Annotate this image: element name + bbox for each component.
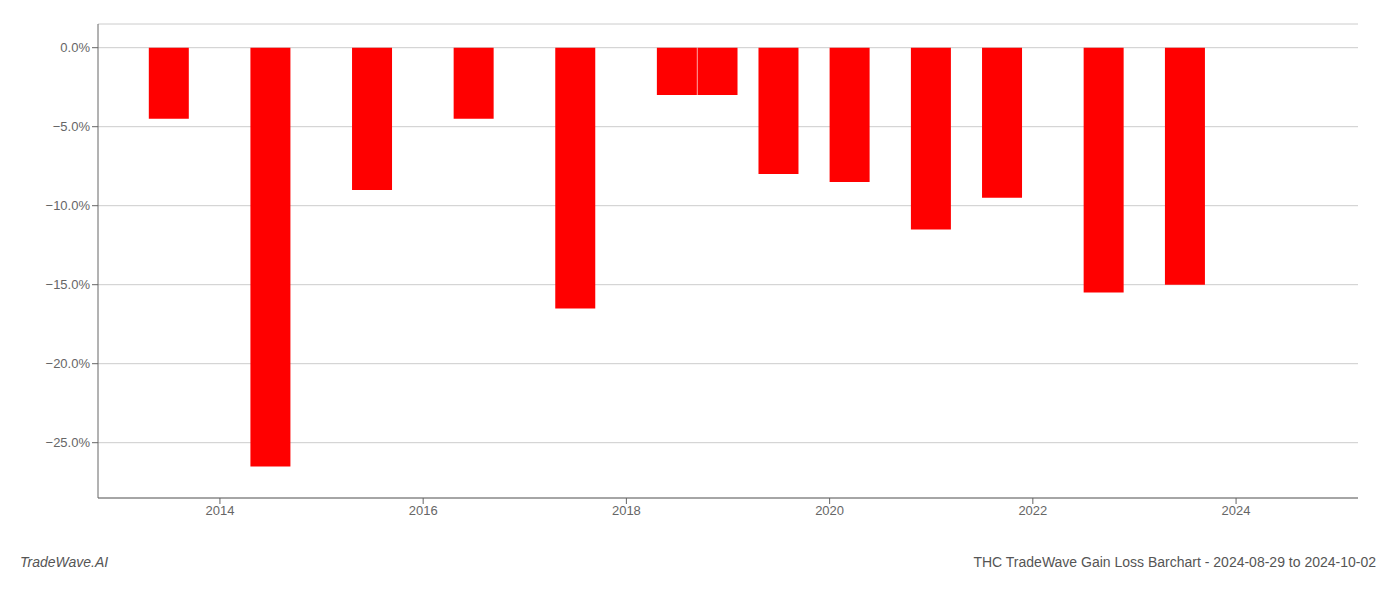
- html-text:TradeWave.AI: TradeWave.AI: [20, 554, 109, 570]
- svg-text:−10.0%: −10.0%: [46, 198, 91, 213]
- svg-text:−5.0%: −5.0%: [53, 119, 91, 134]
- svg-text:2016: 2016: [409, 503, 438, 518]
- svg-text:2020: 2020: [815, 503, 844, 518]
- svg-text:−25.0%: −25.0%: [46, 435, 91, 450]
- svg-text:−20.0%: −20.0%: [46, 356, 91, 371]
- svg-text:0.0%: 0.0%: [60, 40, 90, 55]
- svg-text:2022: 2022: [1018, 503, 1047, 518]
- svg-text:2014: 2014: [205, 503, 234, 518]
- svg-text:2018: 2018: [612, 503, 641, 518]
- svg-text:2024: 2024: [1222, 503, 1251, 518]
- html-text:THC TradeWave Gain Loss Barcha: THC TradeWave Gain Loss Barchart - 2024-…: [973, 554, 1376, 570]
- svg-text:−15.0%: −15.0%: [46, 277, 91, 292]
